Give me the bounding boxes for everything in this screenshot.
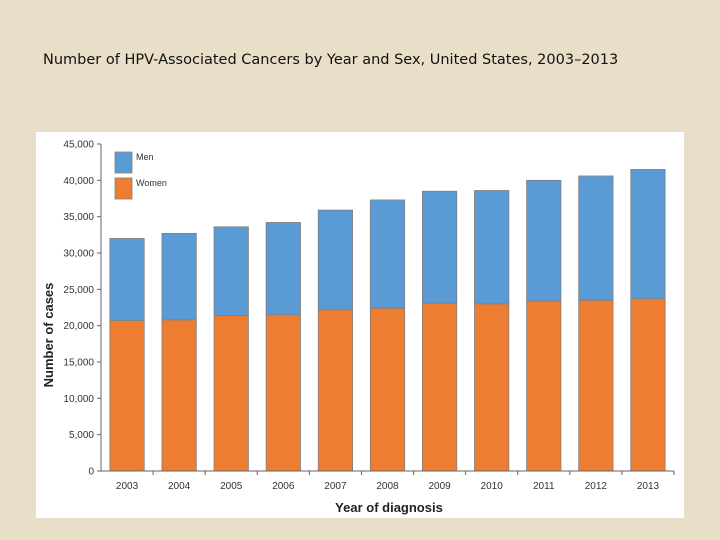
y-tick-label: 45,000	[63, 140, 94, 151]
y-tick-label: 10,000	[63, 394, 94, 405]
bar-men-2005	[213, 226, 249, 316]
bar-men-2012	[578, 175, 614, 301]
x-tick-label-2004: 2004	[168, 481, 191, 492]
x-tick-label-2003: 2003	[116, 481, 139, 492]
bar-women-2006	[265, 314, 301, 472]
y-tick-label: 0	[88, 467, 94, 478]
x-tick-label-2005: 2005	[220, 481, 243, 492]
stacked-bar-chart: 0 5,000 10,000 15,000 20,000 25,000 30,000 35,0…	[41, 140, 675, 515]
y-tick-label: 35,000	[63, 212, 94, 223]
x-tick-label-2006: 2006	[272, 481, 295, 492]
bar-women-2010	[474, 303, 510, 472]
bar-women-2013	[630, 298, 666, 472]
y-tick-label: 5,000	[69, 430, 94, 441]
bar-men-2010	[474, 190, 510, 305]
bar-women-2005	[213, 315, 249, 472]
bar-women-2003	[109, 320, 145, 472]
bar-men-2011	[526, 179, 562, 302]
legend-label-women: Women	[136, 178, 167, 188]
y-tick-label: 25,000	[63, 285, 94, 296]
bar-women-2008	[369, 307, 406, 472]
bar-men-2008	[369, 199, 406, 309]
bar-women-2007	[317, 309, 353, 472]
x-tick-label-2013: 2013	[637, 481, 660, 492]
y-tick-label: 40,000	[63, 176, 94, 187]
bar-women-2012	[578, 299, 614, 472]
x-tick-label-2007: 2007	[324, 481, 347, 492]
x-tick-label-2008: 2008	[376, 481, 399, 492]
bar-men-2013	[630, 169, 666, 300]
bar-women-2009	[422, 302, 458, 472]
y-tick-label: 15,000	[63, 358, 94, 369]
bar-men-2004	[161, 232, 197, 321]
x-tick-label-2012: 2012	[585, 481, 608, 492]
x-tick-label-2010: 2010	[481, 481, 504, 492]
page-title: Number of HPV-Associated Cancers by Year…	[43, 52, 619, 68]
x-axis-title: Year of diagnosis	[335, 500, 443, 515]
bar-men-2009	[422, 190, 458, 304]
bar-men-2003	[109, 238, 145, 321]
x-tick-label-2011: 2011	[533, 481, 555, 492]
bar-men-2006	[265, 222, 301, 316]
bar-women-2004	[161, 319, 197, 472]
y-axis-title: Number of cases	[41, 283, 56, 388]
bar-men-2007	[317, 209, 353, 311]
bar-women-2011	[526, 300, 562, 472]
chart-panel: 0 5,000 10,000 15,000 20,000 25,000 30,000 35,0…	[36, 132, 684, 518]
y-tick-label: 30,000	[63, 249, 94, 260]
legend-label-men: Men	[136, 152, 154, 162]
legend-swatch-men	[114, 151, 133, 174]
y-tick-label: 20,000	[63, 321, 94, 332]
x-tick-label-2009: 2009	[428, 481, 451, 492]
legend-swatch-women	[114, 177, 133, 200]
